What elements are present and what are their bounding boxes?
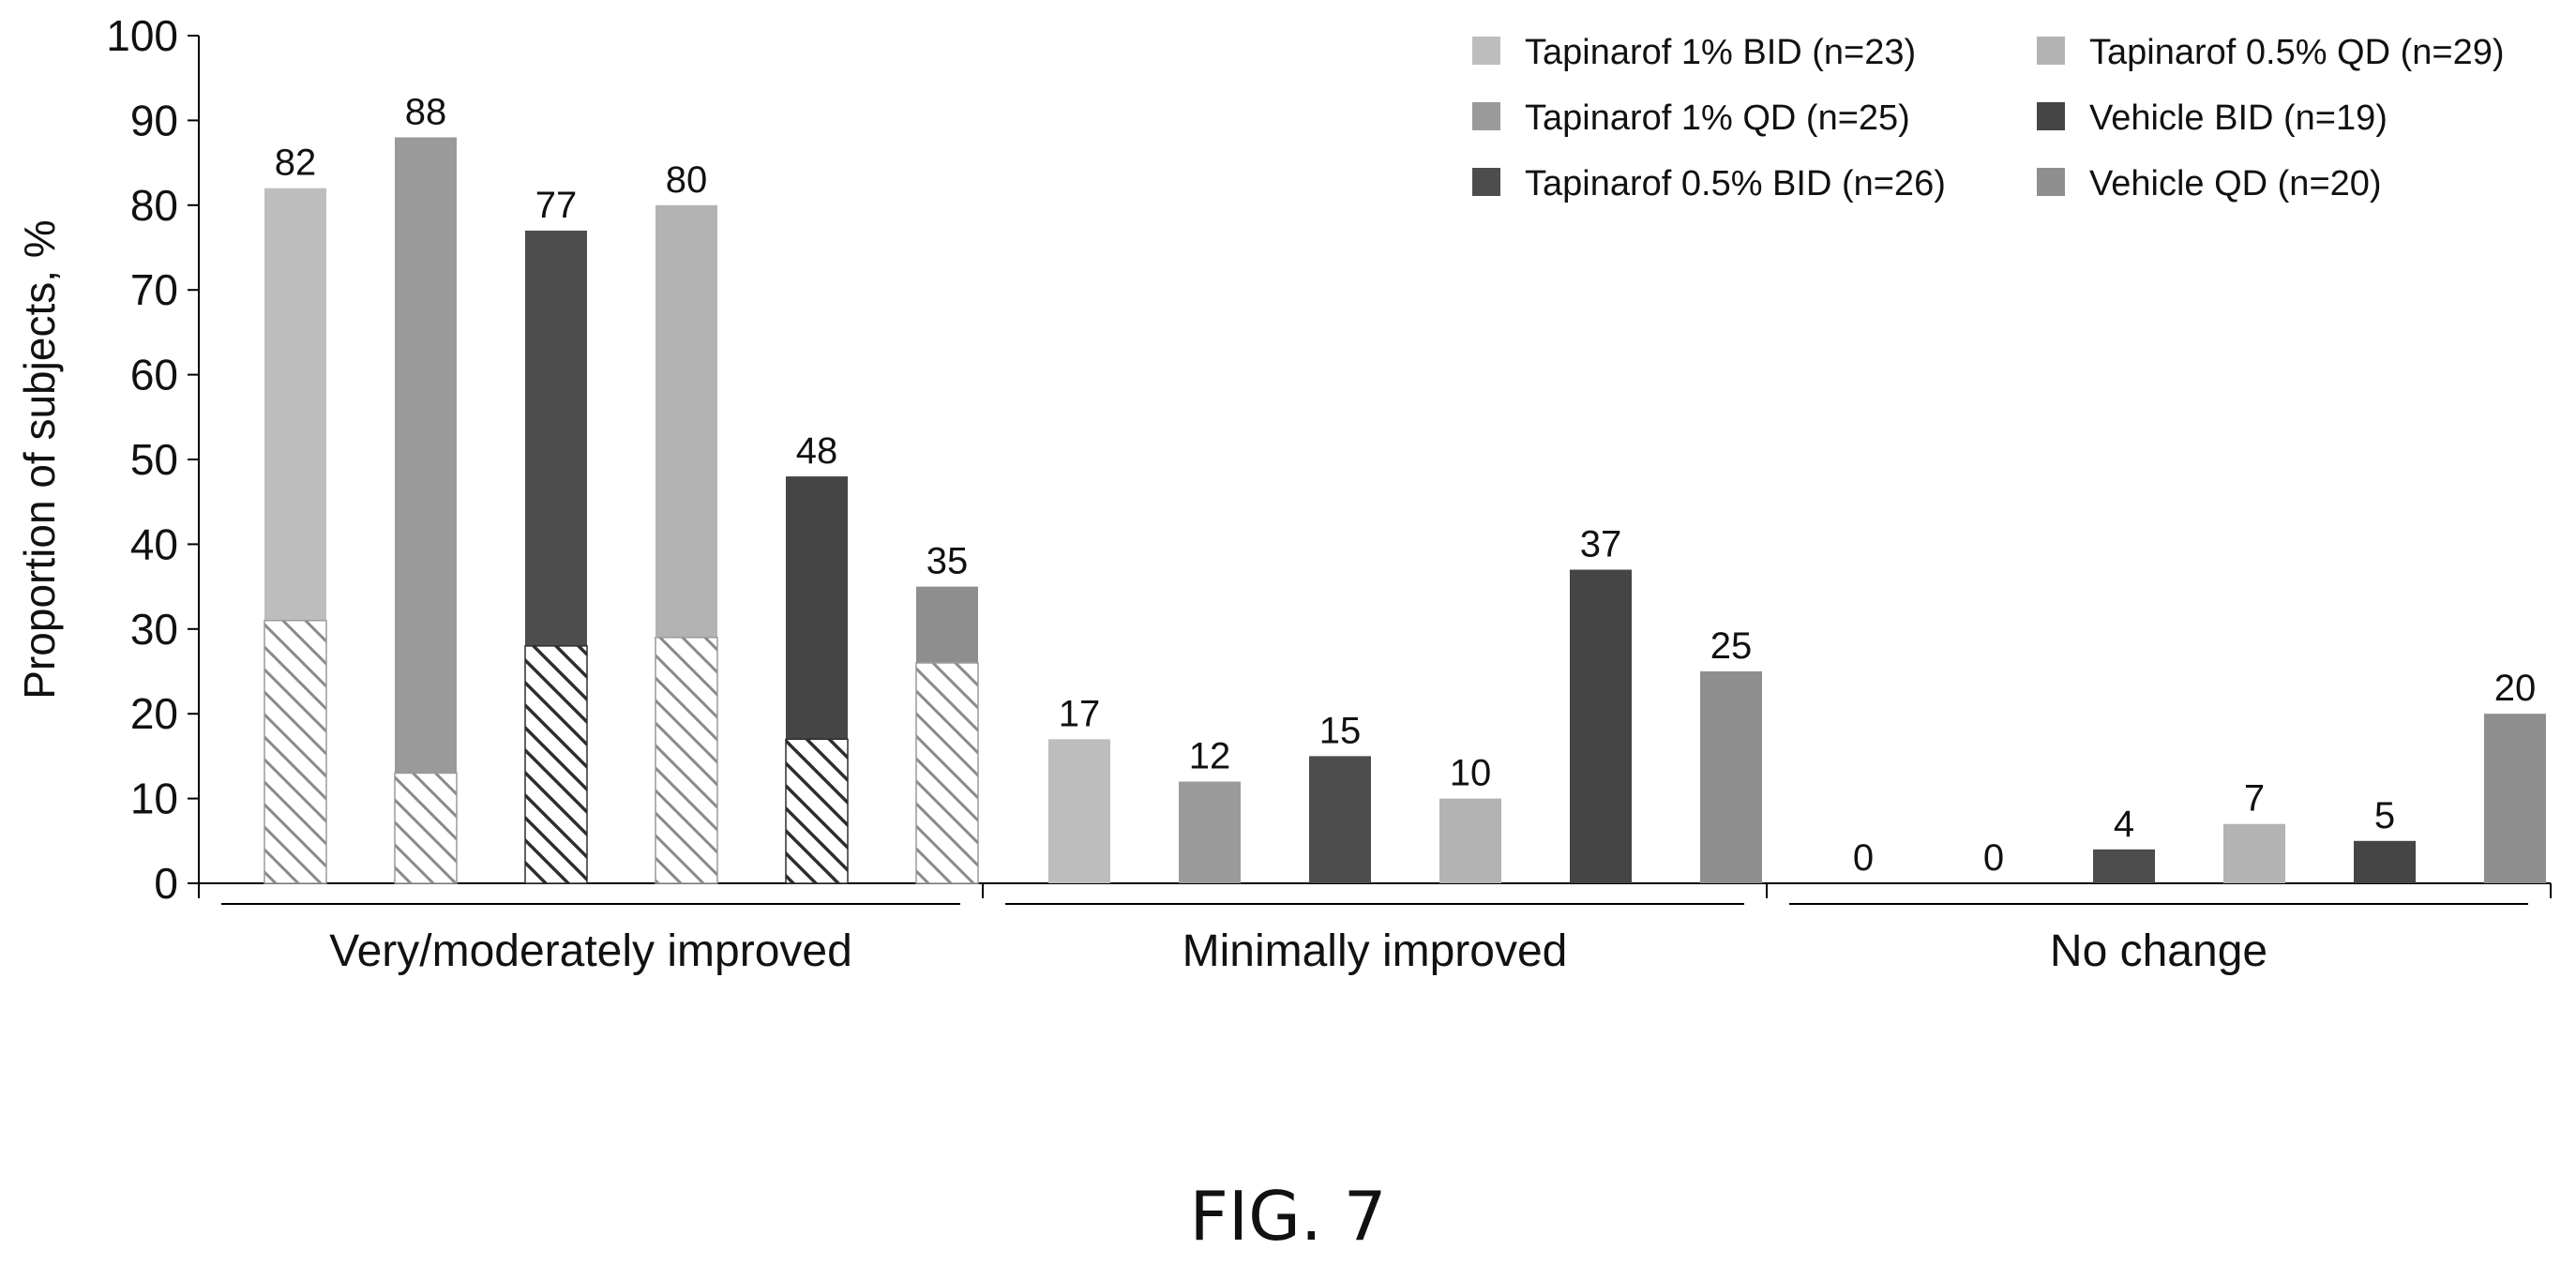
y-tick-label: 50 [130, 435, 178, 484]
legend-swatch [1472, 102, 1500, 130]
legend-swatch [2037, 102, 2065, 130]
bar [1179, 781, 1241, 883]
legend-swatch [2037, 168, 2065, 196]
bar-hatched-segment [395, 773, 457, 883]
data-label: 15 [1319, 710, 1362, 751]
data-label: 20 [2494, 668, 2537, 709]
bar-hatched-segment [525, 645, 587, 883]
bar [2354, 840, 2416, 883]
y-tick-label: 70 [130, 265, 178, 314]
legend-label: Tapinarof 1% QD (n=25) [1525, 98, 1910, 138]
data-label: 0 [1853, 837, 1874, 879]
data-label: 48 [796, 430, 838, 472]
bar [1309, 756, 1371, 883]
legend-swatch [1472, 37, 1500, 65]
legend: Tapinarof 1% BID (n=23) Tapinarof 0.5% QD… [1472, 33, 2505, 203]
data-label: 37 [1580, 524, 1622, 565]
category-label: Very/moderately improved [329, 926, 852, 976]
bar-hatched-outline [264, 620, 327, 884]
bar [2223, 823, 2285, 883]
legend-swatch [2037, 37, 2065, 65]
y-tick-label: 40 [130, 519, 178, 568]
bar-hatched-segment [786, 739, 848, 883]
data-label: 4 [2114, 804, 2134, 845]
data-label: 82 [275, 143, 317, 184]
data-label: 88 [405, 91, 447, 132]
bar [395, 137, 457, 884]
legend-label: Vehicle BID (n=19) [2089, 98, 2388, 138]
y-tick-label: 20 [130, 689, 178, 738]
y-tick-label: 10 [130, 775, 178, 823]
legend-label: Tapinarof 0.5% BID (n=26) [1525, 164, 1946, 203]
category-label: Minimally improved [1183, 926, 1568, 976]
bar [1048, 739, 1110, 883]
bar [2093, 849, 2155, 883]
legend-swatch [1472, 168, 1500, 196]
data-label: 25 [1710, 625, 1753, 667]
y-tick-label: 30 [130, 605, 178, 654]
y-axis-label: Proportion of subjects, % [15, 219, 64, 699]
data-label: 7 [2244, 778, 2265, 820]
data-label: 80 [666, 159, 708, 201]
data-label: 10 [1450, 753, 1492, 794]
y-tick-label: 90 [130, 96, 178, 144]
bars-layer: 82 88 77 80 48 35 17 12 15 10 37 25 0 0 4 7 5 20 [264, 91, 2546, 884]
bar-hatched-outline [524, 645, 588, 884]
y-tick-label: 0 [154, 859, 178, 908]
y-tick-label: 60 [130, 351, 178, 399]
bar-hatched-segment [264, 620, 326, 883]
bar-hatched-segment [655, 637, 717, 883]
category-label: No change [2050, 926, 2267, 976]
data-label: 17 [1059, 693, 1101, 734]
bar [1439, 798, 1501, 883]
figure-label: FIG. 7 [1189, 1177, 1387, 1256]
data-label: 0 [1983, 837, 2004, 879]
bar-hatched-outline [785, 738, 849, 884]
y-tick-label: 80 [130, 181, 178, 230]
bar-hatched-outline [394, 772, 458, 884]
bar-hatched-outline [915, 662, 979, 884]
legend-label: Vehicle QD (n=20) [2089, 164, 2382, 203]
data-label: 12 [1189, 736, 1231, 777]
bar [1700, 671, 1762, 883]
bar-hatched-segment [916, 662, 978, 883]
legend-label: Tapinarof 0.5% QD (n=29) [2089, 33, 2505, 72]
bar [1570, 569, 1632, 883]
data-label: 5 [2374, 795, 2395, 836]
legend-label: Tapinarof 1% BID (n=23) [1525, 33, 1916, 72]
data-label: 35 [926, 541, 969, 582]
bar [2484, 714, 2546, 883]
data-label: 77 [535, 185, 578, 226]
y-tick-label: 100 [106, 11, 178, 60]
bar-hatched-outline [655, 637, 718, 884]
